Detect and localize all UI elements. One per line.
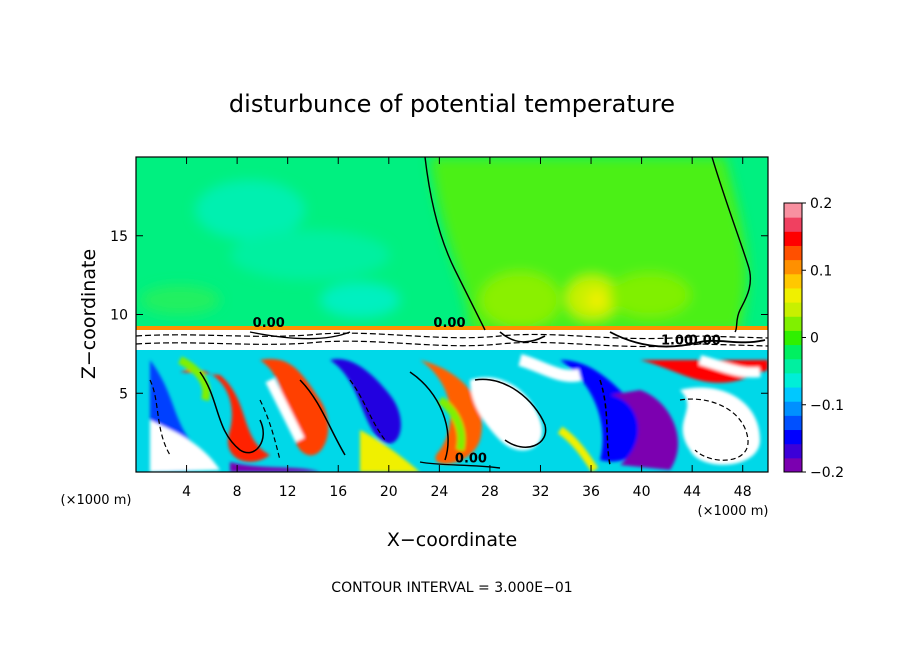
- contour-labels: 0.00 0.001.000.000.00: [253, 316, 721, 466]
- colorbar-tick-label: 0: [810, 331, 819, 347]
- x-tick-label: 40: [633, 484, 651, 500]
- contour-label: 0.00: [253, 316, 285, 331]
- colorbar-swatch: [784, 372, 802, 388]
- x-tick-label: 48: [734, 484, 752, 500]
- contour-label: 0.00: [689, 333, 721, 348]
- contour-label: 1.00: [661, 333, 693, 348]
- colorbar-swatch: [784, 457, 802, 473]
- x-tick-label: 16: [329, 484, 347, 500]
- x-tick-label: 8: [233, 484, 242, 500]
- colorbar-swatch: [784, 358, 802, 374]
- y-tick-label: 5: [119, 386, 128, 402]
- y-tick-label: 10: [110, 308, 128, 324]
- colorbar-swatch: [784, 217, 802, 232]
- colorbar-swatch: [784, 387, 802, 402]
- colorbar-swatch: [784, 273, 802, 289]
- colorbar-tick-label: 0.2: [810, 196, 832, 212]
- colorbar-swatch: [784, 429, 802, 445]
- x-unit-left: (×1000 m): [61, 493, 132, 508]
- colorbar-tick-label: 0.1: [810, 263, 832, 279]
- colorbar: [783, 202, 803, 473]
- x-tick-label: 4: [182, 484, 191, 500]
- colorbar-tick-label: −0.1: [810, 398, 844, 414]
- x-axis: 4 8 12 16 20 24 28 32 36 40 44 48: [182, 157, 752, 500]
- colorbar-swatch: [784, 344, 802, 360]
- colorbar-swatch: [784, 330, 802, 346]
- y-axis-label: Z−coordinate: [78, 249, 100, 379]
- colorbar-swatch: [784, 443, 802, 459]
- x-tick-label: 24: [430, 484, 448, 500]
- x-tick-label: 32: [532, 484, 550, 500]
- colorbar-swatch: [784, 401, 802, 416]
- x-tick-label: 28: [481, 484, 499, 500]
- colorbar-tick-label: −0.2: [810, 465, 844, 481]
- y-tick-label: 15: [110, 229, 128, 245]
- colorbar-swatch: [784, 316, 802, 331]
- colorbar-swatch: [784, 259, 802, 275]
- colorbar-swatch: [784, 203, 802, 218]
- colorbar-swatch: [784, 302, 802, 317]
- colorbar-swatch: [784, 245, 802, 261]
- x-tick-label: 12: [279, 484, 297, 500]
- contour-label: 0.00: [455, 452, 487, 467]
- colorbar-swatch: [784, 231, 802, 246]
- chart-title: disturbunce of potential temperature: [229, 90, 675, 118]
- contour-interval-note: CONTOUR INTERVAL = 3.000E−01: [331, 580, 572, 596]
- plot-area: [136, 157, 768, 472]
- x-tick-label: 36: [582, 484, 600, 500]
- x-tick-label: 20: [380, 484, 398, 500]
- x-tick-label: 44: [683, 484, 701, 500]
- contour-label: 0.00: [433, 316, 465, 331]
- colorbar-swatch: [784, 415, 802, 431]
- x-unit-right: (×1000 m): [698, 504, 769, 519]
- colorbar-ticks: 0.2 0.1 0 −0.1 −0.2: [802, 196, 844, 481]
- colorbar-swatch: [784, 287, 802, 303]
- y-axis: 5 10 15: [110, 229, 768, 402]
- x-axis-label: X−coordinate: [387, 529, 517, 551]
